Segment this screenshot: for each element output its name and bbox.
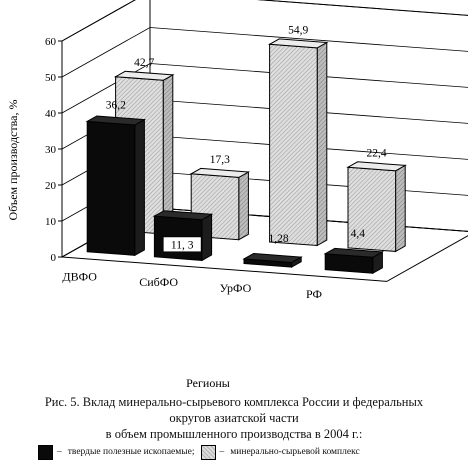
legend-swatch-solid-minerals — [38, 444, 53, 460]
bar-side-face — [316, 41, 328, 247]
x-tick-label: СибФО — [139, 275, 178, 289]
legend-item-mineral-complex: минерально-сырьевой комплекс — [230, 447, 360, 457]
bar-mineral-complex — [346, 161, 407, 253]
data-label: 36,2 — [106, 100, 126, 112]
bar-top-face — [152, 210, 214, 221]
bar-solid-minerals — [323, 247, 385, 275]
y-axis-label: Объем производства, % — [6, 100, 20, 221]
bar-top-face — [267, 38, 329, 49]
y-tick-label: 50 — [45, 72, 57, 84]
legend-swatch-mineral-complex — [200, 444, 216, 460]
bar-chart-3d: 0 10 20 30 40 50 60 ДВФО СибФО УрФО РФ 42,7 17,3 54,… — [6, 0, 468, 390]
bar-top-face — [113, 70, 175, 81]
figure-caption-line-1: Рис. 5. Вклад минерально-сырьевого компл… — [44, 395, 424, 409]
bar-side-face — [134, 118, 145, 257]
bar-front-face — [86, 120, 136, 256]
data-label: 4,4 — [351, 228, 366, 240]
bar-solid-minerals — [242, 252, 303, 268]
gridline — [61, 0, 468, 42]
gridline — [61, 63, 468, 114]
data-label: 11, 3 — [171, 239, 194, 251]
x-tick-label: ДВФО — [62, 270, 97, 284]
legend: – твердые полезные ископаемые; – минерал… — [38, 443, 458, 461]
bar-side-face — [201, 213, 213, 262]
bar-top-face — [323, 247, 385, 258]
bar-side-face — [395, 164, 406, 253]
bar-side-face — [238, 171, 249, 241]
bar-front-face — [269, 43, 318, 247]
bar-top-face — [85, 115, 147, 126]
x-axis-label: Регионы — [186, 376, 230, 390]
bar-top-face — [189, 167, 251, 178]
data-label: 1,28 — [269, 233, 289, 245]
figure-caption-line-3: в объем промышленного производства в 200… — [105, 427, 363, 441]
x-tick-label: УрФО — [220, 281, 252, 295]
y-tick-label: 0 — [51, 252, 57, 264]
data-label: 54,9 — [288, 24, 308, 36]
bar-side-face — [162, 74, 174, 235]
x-tick-label: РФ — [306, 287, 322, 301]
figure-caption-line-2: округов азиатской части — [169, 411, 299, 425]
data-label: 22,4 — [367, 147, 387, 159]
y-tick-label: 10 — [45, 216, 57, 228]
y-tick-label: 30 — [45, 144, 57, 156]
legend-dash-2: – — [219, 447, 225, 457]
data-label: 17,3 — [210, 154, 230, 166]
bar-top-face — [346, 161, 407, 172]
bar-top-face — [242, 252, 303, 264]
y-tick-label: 60 — [45, 36, 57, 48]
bar-solid-minerals — [85, 115, 147, 257]
gridline — [61, 27, 468, 78]
bar-mineral-complex — [267, 38, 329, 247]
data-label: 42,7 — [134, 57, 154, 69]
legend-item-solid-minerals: твердые полезные ископаемые; — [67, 447, 195, 457]
y-tick-label: 20 — [45, 180, 57, 192]
y-tick-label: 40 — [45, 108, 57, 120]
data-label-box — [162, 236, 202, 253]
bar-solid-minerals — [152, 210, 214, 262]
legend-dash-1: – — [57, 447, 62, 457]
